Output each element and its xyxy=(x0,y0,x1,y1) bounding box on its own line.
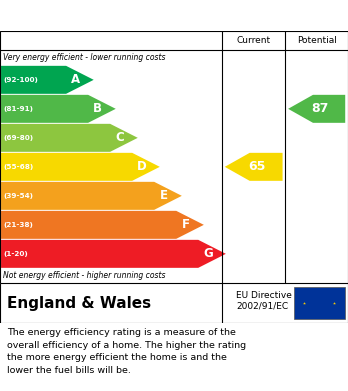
Text: (69-80): (69-80) xyxy=(4,135,34,141)
Text: E: E xyxy=(160,189,168,202)
Polygon shape xyxy=(1,95,116,123)
Text: F: F xyxy=(182,218,190,231)
Text: (21-38): (21-38) xyxy=(4,222,34,228)
Text: (92-100): (92-100) xyxy=(4,77,39,83)
Text: D: D xyxy=(137,160,147,173)
Text: EU Directive
2002/91/EC: EU Directive 2002/91/EC xyxy=(236,291,292,311)
Text: Current: Current xyxy=(237,36,271,45)
Polygon shape xyxy=(1,124,138,152)
Polygon shape xyxy=(1,211,204,239)
Polygon shape xyxy=(1,153,160,181)
Text: 87: 87 xyxy=(312,102,329,115)
Bar xyxy=(294,287,345,319)
Polygon shape xyxy=(1,66,94,94)
Text: England & Wales: England & Wales xyxy=(7,296,151,310)
Polygon shape xyxy=(1,240,226,268)
Text: B: B xyxy=(93,102,102,115)
Text: The energy efficiency rating is a measure of the
overall efficiency of a home. T: The energy efficiency rating is a measur… xyxy=(7,328,246,375)
Text: C: C xyxy=(116,131,124,144)
Text: Energy Efficiency Rating: Energy Efficiency Rating xyxy=(10,8,231,23)
Polygon shape xyxy=(225,153,283,181)
Text: (1-20): (1-20) xyxy=(4,251,29,257)
Text: Not energy efficient - higher running costs: Not energy efficient - higher running co… xyxy=(3,271,166,280)
Polygon shape xyxy=(288,95,345,123)
Text: Potential: Potential xyxy=(297,36,337,45)
Text: 65: 65 xyxy=(249,160,266,173)
Text: (81-91): (81-91) xyxy=(4,106,34,112)
Text: G: G xyxy=(203,248,213,260)
Text: (39-54): (39-54) xyxy=(4,193,34,199)
Text: A: A xyxy=(71,74,80,86)
Text: (55-68): (55-68) xyxy=(4,164,34,170)
Text: Very energy efficient - lower running costs: Very energy efficient - lower running co… xyxy=(3,53,166,62)
Polygon shape xyxy=(1,182,182,210)
